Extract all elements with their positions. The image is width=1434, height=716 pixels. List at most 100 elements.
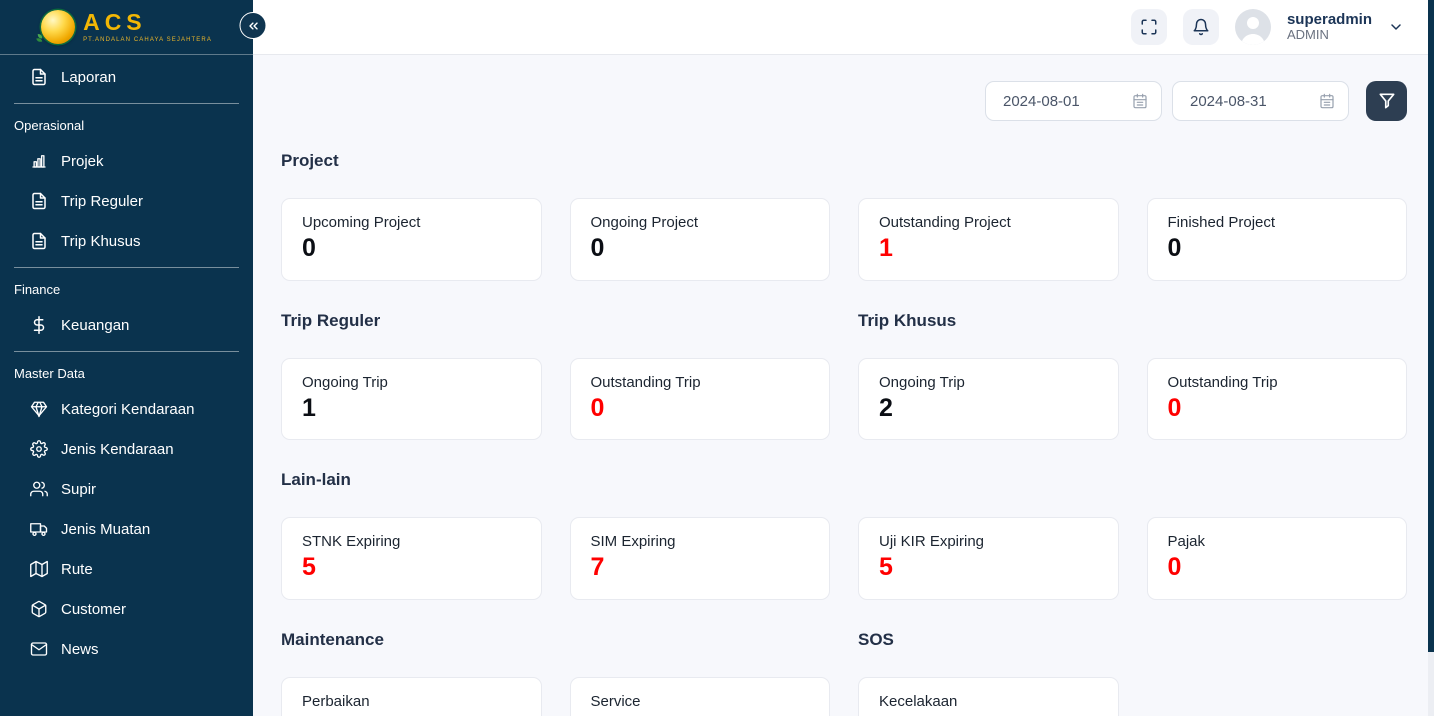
stat-card-ongoing-trip-reguler: Ongoing Trip 1: [281, 357, 542, 440]
sidebar-item-label: Jenis Kendaraan: [61, 440, 174, 458]
section-title: SOS: [858, 629, 894, 649]
sidebar-item-laporan[interactable]: Laporan: [0, 57, 253, 97]
stat-value: 5: [879, 553, 893, 581]
stat-value: 0: [1167, 553, 1182, 581]
section-maintenance: Maintenance Perbaikan 0 Service 0: [281, 600, 830, 716]
sidebar-item-label: Trip Khusus: [61, 232, 141, 250]
section-title: Trip Khusus: [858, 310, 957, 330]
section-title: Maintenance: [281, 629, 384, 649]
stat-card-stnk-expiring: STNK Expiring 5: [281, 517, 542, 600]
stat-value: 1: [879, 234, 893, 262]
sidebar-item-label: Supir: [61, 480, 97, 498]
divider: [14, 351, 239, 352]
sidebar-item-projek[interactable]: Projek: [0, 141, 253, 181]
end-date-value: 2024-08-31: [1190, 92, 1267, 110]
stat-value: 0: [879, 713, 1098, 716]
section-project: Project Upcoming Project 0 Ongoing Proje…: [281, 151, 1407, 281]
dashboard-content: 2024-08-01 2024-08-31 Project Upcoming P…: [253, 55, 1434, 716]
divider: [14, 103, 239, 104]
bell-icon: [1193, 18, 1209, 36]
topbar: superadmin ADMIN: [253, 0, 1434, 55]
sidebar-item-label: Rute: [61, 560, 93, 578]
start-date-input[interactable]: 2024-08-01: [985, 81, 1162, 121]
stat-value: 7: [590, 553, 605, 581]
mail-icon: [30, 640, 48, 658]
section-lain-lain: Lain-lain STNK Expiring 5 SIM Expiring 7…: [281, 470, 1407, 600]
users-icon: [30, 480, 48, 498]
sidebar-item-label: News: [61, 640, 99, 658]
sidebar: ACS PT.ANDALAN CAHAYA SEJAHTERA Laporan …: [0, 0, 253, 716]
stat-card-kecelakaan: Kecelakaan 0: [858, 676, 1119, 716]
stat-value: 0: [591, 713, 810, 716]
sidebar-item-rute[interactable]: Rute: [0, 549, 253, 589]
sidebar-item-label: Jenis Muatan: [61, 520, 151, 538]
section-trip-reguler: Trip Reguler Ongoing Trip 1 Outstanding …: [281, 281, 830, 440]
brand-subtitle: PT.ANDALAN CAHAYA SEJAHTERA: [83, 37, 212, 43]
brand-orb-icon: [36, 10, 76, 44]
gem-icon: [30, 400, 48, 418]
gears-icon: [30, 440, 48, 458]
sidebar-item-trip-khusus[interactable]: Trip Khusus: [0, 221, 253, 261]
user-menu-toggle[interactable]: [1388, 19, 1404, 35]
sidebar-item-customer[interactable]: Customer: [0, 589, 253, 629]
stat-value: 2: [879, 393, 893, 422]
stat-card-uji-kir-expiring: Uji KIR Expiring 5: [858, 517, 1119, 600]
sidebar-item-news[interactable]: News: [0, 629, 253, 669]
file-text-icon: [30, 68, 48, 86]
stat-card-finished-project: Finished Project 0: [1146, 198, 1407, 281]
map-icon: [30, 560, 48, 578]
sidebar-menu: Laporan Operasional Projek Trip Reguler …: [0, 55, 253, 669]
file-text-icon: [30, 232, 48, 250]
section-sos: SOS Kecelakaan 0: [858, 600, 1407, 716]
dollar-icon: [30, 316, 48, 334]
box-icon: [30, 600, 48, 618]
sidebar-item-jenis-kendaraan[interactable]: Jenis Kendaraan: [0, 429, 253, 469]
stat-card-outstanding-trip-khusus: Outstanding Trip 0: [1146, 357, 1407, 440]
divider: [14, 267, 239, 268]
end-date-input[interactable]: 2024-08-31: [1172, 81, 1349, 121]
section-title: Lain-lain: [281, 470, 351, 489]
section-trip-khusus: Trip Khusus Ongoing Trip 2 Outstanding T…: [858, 281, 1407, 440]
stat-card-ongoing-trip-khusus: Ongoing Trip 2: [858, 357, 1119, 440]
sidebar-item-supir[interactable]: Supir: [0, 469, 253, 509]
stat-card-service: Service 0: [569, 676, 830, 716]
stat-card-outstanding-trip-reguler: Outstanding Trip 0: [569, 357, 830, 440]
stat-value: 0: [590, 393, 605, 422]
sidebar-item-kategori-kendaraan[interactable]: Kategori Kendaraan: [0, 389, 253, 429]
chevrons-left-icon: [248, 21, 258, 30]
fullscreen-icon: [1141, 19, 1157, 35]
user-role: ADMIN: [1286, 27, 1329, 43]
scrollbar-track[interactable]: [1428, 0, 1434, 716]
sidebar-item-keuangan[interactable]: Keuangan: [0, 305, 253, 345]
stat-value: 1: [302, 393, 316, 422]
stat-card-upcoming-project: Upcoming Project 0: [281, 198, 542, 281]
stat-card-ongoing-project: Ongoing Project 0: [569, 198, 830, 281]
user-name: superadmin: [1286, 10, 1372, 28]
filter-button[interactable]: [1366, 81, 1407, 121]
sidebar-collapse-button[interactable]: [239, 12, 267, 39]
calendar-icon[interactable]: [1319, 93, 1335, 109]
sidebar-item-trip-reguler[interactable]: Trip Reguler: [0, 181, 253, 221]
user-silhouette-icon: [1240, 17, 1265, 45]
stat-value: 0: [302, 713, 521, 716]
sidebar-section-finance: Finance: [14, 282, 61, 297]
fullscreen-button[interactable]: [1130, 9, 1167, 45]
bar-chart-icon: [30, 152, 48, 170]
chevron-down-icon: [1391, 24, 1401, 30]
sidebar-section-master-data: Master Data: [14, 366, 85, 381]
funnel-icon: [1379, 93, 1394, 109]
sidebar-item-label: Kategori Kendaraan: [61, 400, 195, 418]
calendar-icon[interactable]: [1132, 93, 1148, 109]
sidebar-item-label: Trip Reguler: [61, 192, 143, 210]
scrollbar-thumb[interactable]: [1428, 0, 1434, 652]
avatar[interactable]: [1234, 9, 1271, 45]
file-text-icon: [30, 192, 48, 210]
stat-value: 0: [1167, 393, 1182, 422]
notifications-button[interactable]: [1182, 9, 1219, 45]
main-area: superadmin ADMIN 2024-08-01 2024-08-31: [253, 0, 1434, 716]
user-menu[interactable]: superadmin ADMIN: [1287, 11, 1372, 43]
stat-value: 5: [302, 553, 316, 581]
sidebar-item-jenis-muatan[interactable]: Jenis Muatan: [0, 509, 253, 549]
stat-value: 0: [302, 234, 316, 262]
sidebar-item-label: Laporan: [61, 68, 117, 86]
